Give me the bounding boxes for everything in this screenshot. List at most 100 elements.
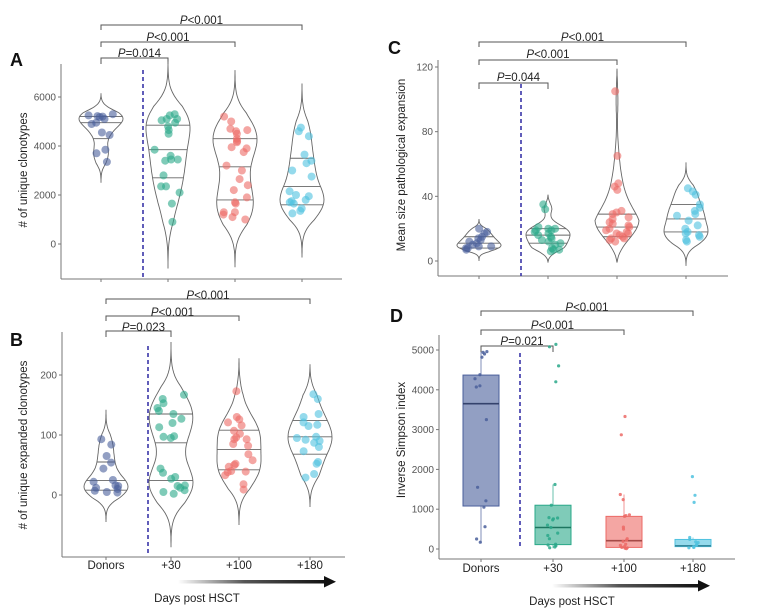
data-point	[243, 126, 252, 135]
data-point	[159, 432, 168, 441]
data-point	[159, 488, 168, 496]
data-point	[180, 486, 189, 495]
data-point	[690, 475, 695, 479]
data-point	[313, 420, 322, 429]
p-symbol: P	[180, 15, 188, 27]
data-point	[546, 543, 550, 547]
violin-outline	[594, 68, 640, 263]
data-point	[620, 545, 624, 550]
data-point	[474, 242, 483, 251]
time-arrow-shaft	[552, 584, 700, 588]
data-point	[157, 116, 166, 125]
data-point	[681, 229, 690, 238]
violin-outline	[279, 83, 325, 258]
data-point	[222, 161, 231, 170]
data-point	[314, 443, 323, 451]
data-point	[621, 498, 625, 502]
data-point	[693, 493, 697, 497]
data-point	[546, 533, 550, 538]
data-point	[692, 545, 696, 550]
p-symbol: P	[565, 302, 573, 314]
data-point	[168, 419, 177, 427]
data-point	[101, 145, 110, 154]
data-point	[313, 395, 322, 403]
x-tick-label: Donors	[87, 560, 124, 572]
data-point	[556, 531, 560, 535]
plot-marks	[78, 61, 325, 278]
panel-letter-a: A	[10, 50, 23, 70]
data-point	[299, 447, 308, 456]
y-tick-label: 3000	[412, 425, 435, 436]
violin-outline	[456, 219, 502, 261]
data-point	[302, 159, 311, 168]
series-day-30	[525, 194, 571, 263]
data-point	[100, 115, 109, 123]
data-point	[235, 175, 244, 184]
data-point	[105, 131, 114, 139]
data-point	[161, 156, 170, 165]
series-day-100	[594, 68, 640, 263]
data-point	[285, 187, 294, 196]
series-day-100	[216, 358, 262, 525]
p-value-label: P<0.001	[565, 302, 608, 314]
data-point	[241, 215, 250, 224]
data-point	[622, 514, 627, 519]
data-point	[244, 441, 253, 450]
axes: 0 2000 4000 6000	[34, 64, 342, 282]
data-point	[155, 423, 164, 432]
y-tick-label: 1000	[412, 505, 435, 516]
data-point	[175, 188, 184, 197]
violin-outline	[287, 364, 333, 507]
y-axis-label: # of unique clonotypes	[18, 112, 30, 227]
data-point	[224, 418, 232, 427]
data-point	[687, 546, 691, 550]
p-symbol: P	[186, 290, 194, 302]
significance-bracket	[478, 59, 618, 65]
series-day-180	[279, 83, 325, 258]
x-tick-label: +30	[543, 563, 563, 575]
data-point	[553, 545, 557, 549]
data-point	[692, 500, 696, 504]
data-point	[611, 87, 620, 96]
data-point	[548, 546, 552, 550]
data-point	[547, 345, 552, 349]
data-point	[310, 470, 319, 478]
data-point	[478, 373, 482, 377]
significance-bracket	[105, 298, 311, 304]
p-symbol: P	[561, 32, 569, 44]
y-axis-label: # of unique expanded clonotypes	[18, 360, 30, 529]
data-point	[691, 190, 700, 199]
data-point	[166, 434, 175, 442]
data-point	[480, 355, 484, 359]
p-symbol: P	[526, 49, 534, 61]
p-value: <0.001	[573, 302, 609, 314]
data-point	[229, 186, 238, 195]
x-tick-label: +180	[297, 560, 323, 572]
data-point	[164, 129, 173, 138]
panel-letter-d: D	[390, 306, 403, 326]
data-point	[219, 210, 228, 219]
violin-outline	[148, 342, 194, 548]
data-point	[613, 151, 622, 160]
y-tick-label: 5000	[412, 346, 435, 357]
data-point	[159, 399, 168, 408]
violin-outline	[145, 61, 191, 269]
data-point	[541, 205, 550, 214]
data-point	[229, 440, 238, 448]
significance-bracket	[480, 310, 694, 316]
data-point	[230, 426, 238, 435]
data-point	[485, 350, 489, 354]
series-Donors	[462, 350, 500, 544]
significance-bracket	[100, 57, 169, 64]
data-point	[296, 206, 305, 215]
data-point	[288, 166, 297, 175]
violin-outline	[663, 162, 709, 266]
data-point	[691, 210, 700, 219]
data-point	[168, 217, 177, 226]
box	[462, 374, 500, 507]
x-tick-label: +100	[611, 563, 637, 575]
significance-bracket	[478, 41, 687, 47]
p-value-label: P=0.014	[118, 48, 162, 60]
